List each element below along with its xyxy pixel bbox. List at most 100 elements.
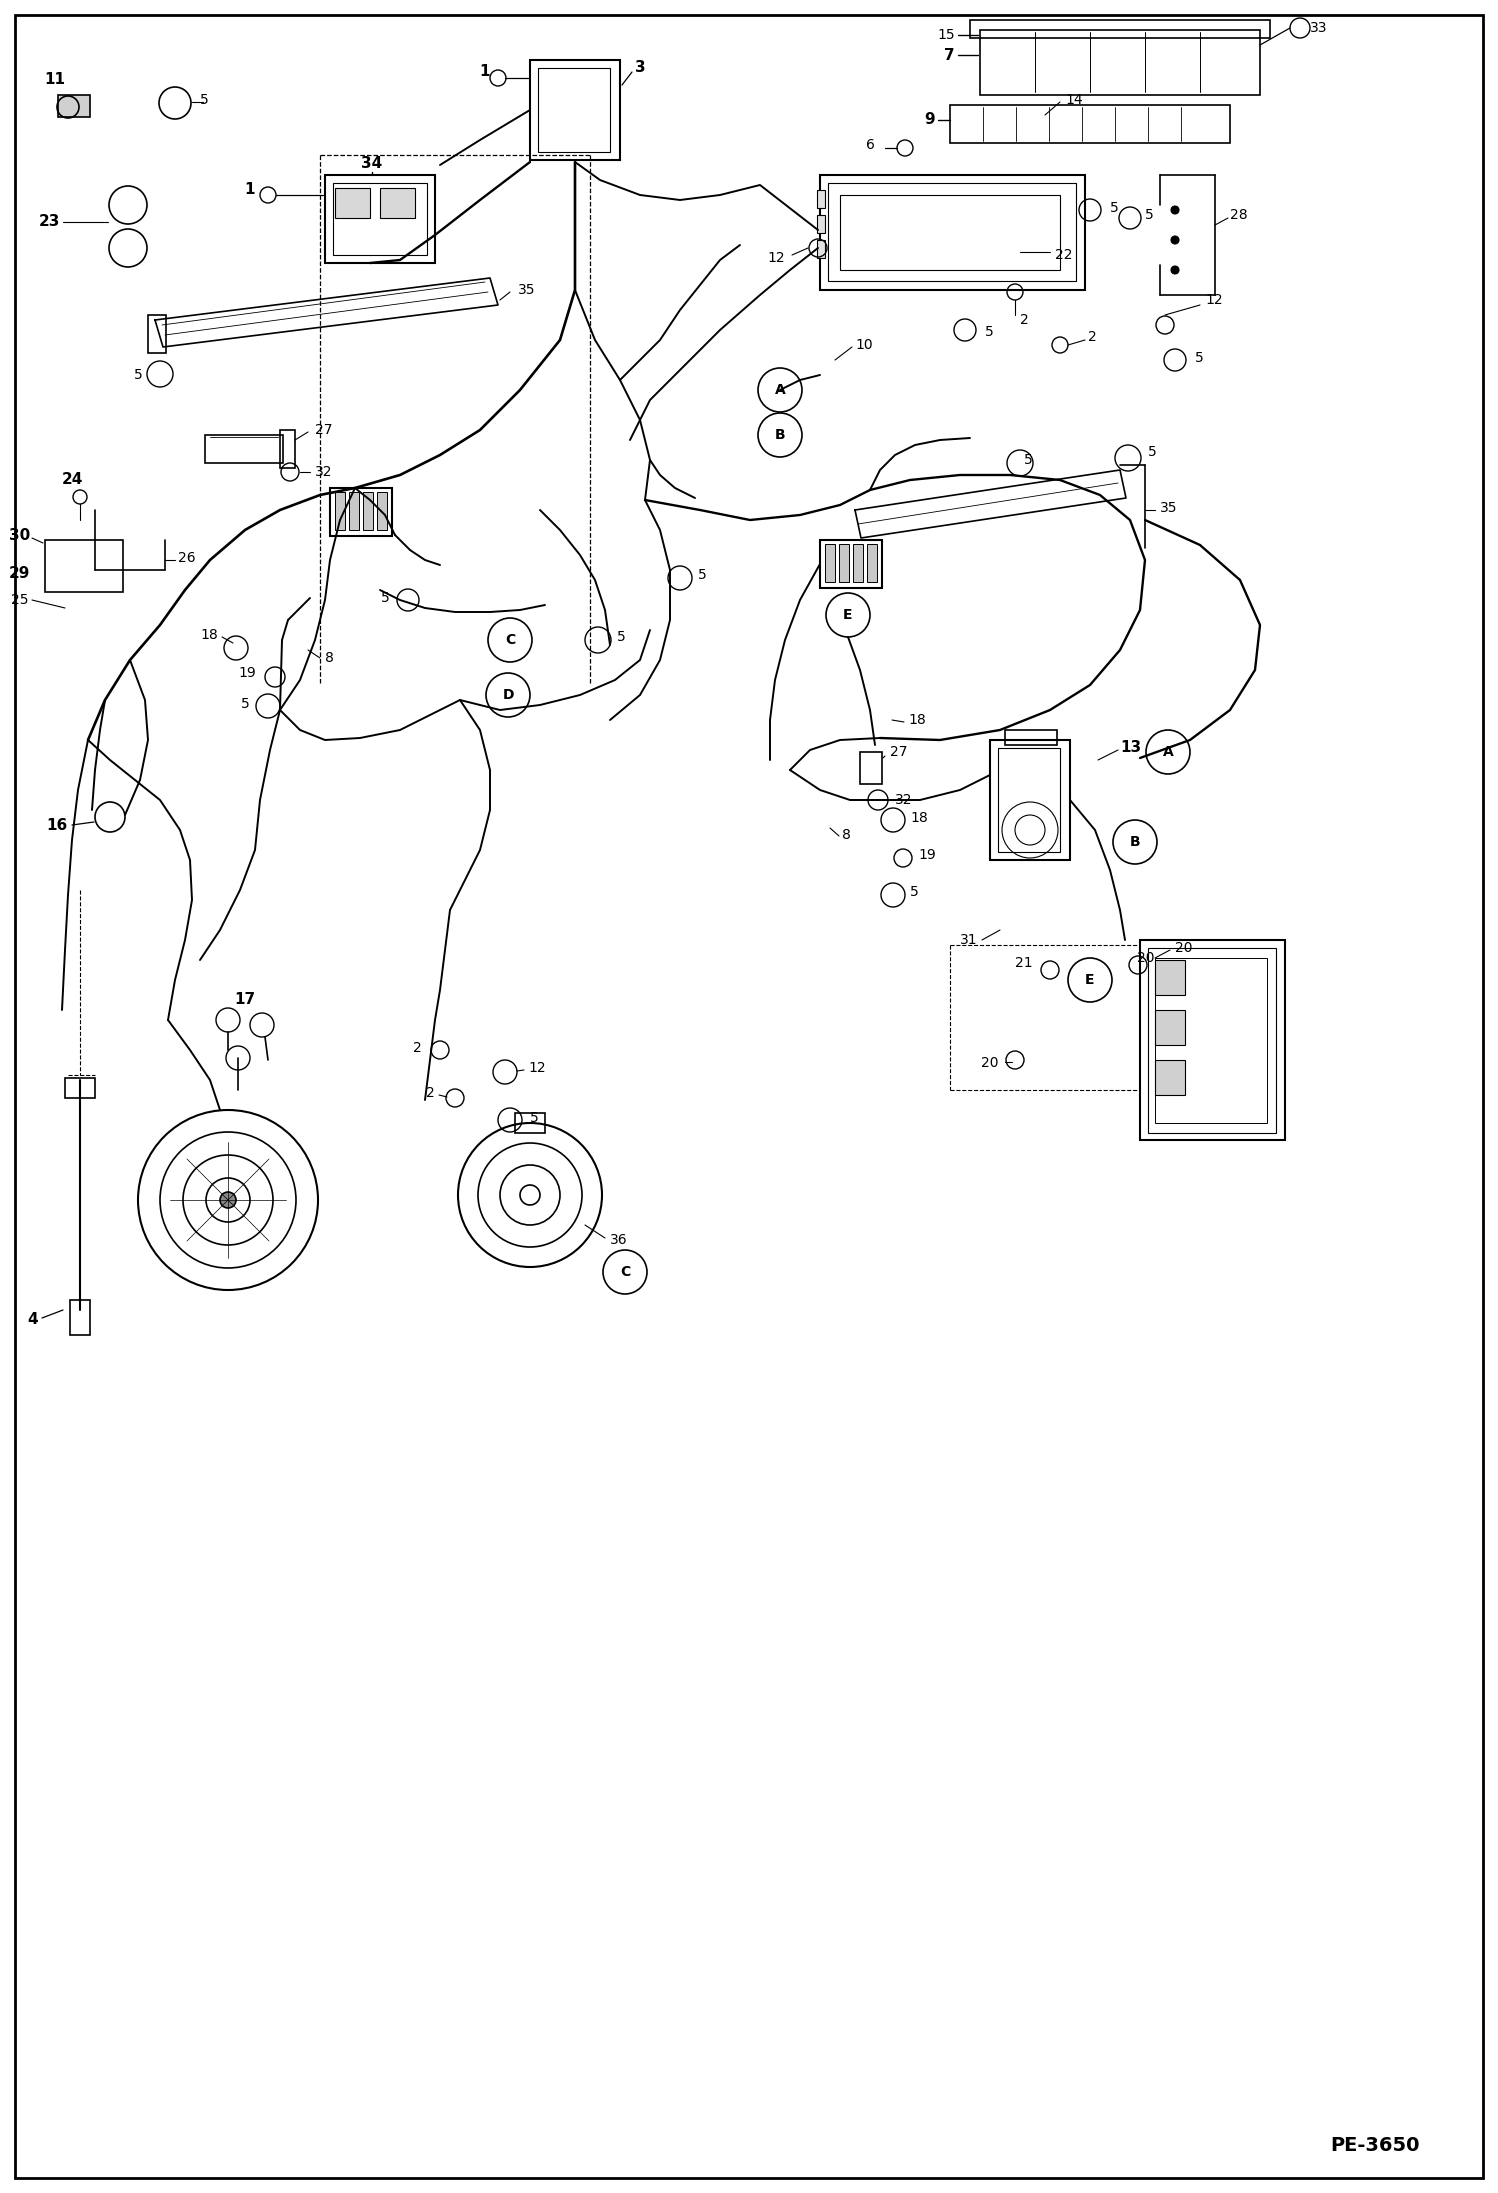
Circle shape [220, 1193, 237, 1208]
Text: A: A [1162, 746, 1173, 759]
Text: 12: 12 [767, 250, 785, 265]
Text: 13: 13 [1121, 741, 1141, 757]
Text: 21: 21 [1016, 956, 1034, 969]
Text: 8: 8 [842, 829, 851, 842]
Bar [336, 491, 345, 531]
Bar [950, 105, 1230, 143]
Circle shape [1171, 206, 1179, 215]
Text: 18: 18 [201, 627, 219, 643]
Text: C: C [505, 634, 515, 647]
Text: 20: 20 [1174, 941, 1192, 954]
Bar [839, 544, 849, 581]
Bar [1140, 941, 1285, 1140]
Bar [816, 239, 825, 259]
Text: 16: 16 [46, 818, 67, 833]
Text: 2: 2 [1088, 329, 1097, 344]
Bar [325, 175, 434, 263]
Text: 5: 5 [530, 1112, 539, 1125]
Bar [45, 539, 123, 592]
Bar [971, 20, 1270, 37]
Text: 14: 14 [1065, 92, 1083, 107]
Text: 1: 1 [479, 64, 490, 79]
Text: 34: 34 [361, 156, 382, 171]
Text: PE-3650: PE-3650 [1330, 2136, 1420, 2156]
Bar [852, 544, 863, 581]
Circle shape [1171, 237, 1179, 243]
Bar [867, 544, 876, 581]
Text: 33: 33 [1309, 22, 1327, 35]
Text: 25: 25 [10, 592, 28, 607]
Text: 35: 35 [1159, 500, 1177, 515]
Text: 32: 32 [315, 465, 333, 478]
Bar [1147, 947, 1276, 1134]
Text: 30: 30 [9, 529, 30, 542]
Text: 4: 4 [27, 1311, 37, 1327]
Text: E: E [843, 607, 852, 623]
Text: C: C [620, 1265, 631, 1279]
Circle shape [1171, 265, 1179, 274]
Text: 5: 5 [1195, 351, 1204, 364]
Text: 32: 32 [894, 794, 912, 807]
Text: 6: 6 [866, 138, 875, 151]
Bar [70, 1300, 90, 1336]
Text: A: A [774, 384, 785, 397]
Text: 19: 19 [238, 667, 256, 680]
Text: 5: 5 [1110, 202, 1119, 215]
Bar [280, 430, 295, 467]
Bar [990, 739, 1070, 860]
Bar [819, 539, 882, 588]
Text: 2: 2 [427, 1086, 434, 1101]
Text: 20: 20 [1137, 952, 1155, 965]
Text: 27: 27 [890, 746, 908, 759]
Text: 5: 5 [382, 590, 389, 605]
Bar [330, 489, 392, 535]
Text: 12: 12 [527, 1061, 545, 1075]
Text: 28: 28 [1230, 208, 1248, 221]
Bar [816, 215, 825, 232]
Bar [380, 189, 415, 217]
Text: 2: 2 [413, 1042, 422, 1055]
Text: 18: 18 [908, 713, 926, 728]
Text: 5: 5 [1025, 454, 1034, 467]
Bar [377, 491, 386, 531]
Bar [1155, 958, 1267, 1123]
Text: 12: 12 [1204, 294, 1222, 307]
Text: 31: 31 [960, 932, 978, 947]
Text: 10: 10 [855, 338, 873, 353]
Text: 35: 35 [518, 283, 535, 296]
Text: 7: 7 [944, 48, 956, 61]
Text: 18: 18 [909, 811, 927, 825]
Text: 19: 19 [918, 849, 936, 862]
Text: 8: 8 [325, 651, 334, 664]
Text: 1: 1 [244, 182, 255, 197]
Text: E: E [1085, 974, 1095, 987]
Bar [816, 191, 825, 208]
Text: D: D [502, 689, 514, 702]
Text: 17: 17 [235, 993, 256, 1007]
Text: 5: 5 [1144, 208, 1153, 221]
Text: 5: 5 [617, 629, 626, 645]
Text: 2: 2 [1020, 314, 1029, 327]
Bar [515, 1114, 545, 1134]
Text: 20: 20 [981, 1057, 998, 1070]
Text: 15: 15 [938, 29, 956, 42]
Bar [336, 189, 370, 217]
Bar [1155, 1011, 1185, 1046]
Text: 29: 29 [9, 566, 30, 581]
Text: 5: 5 [241, 697, 250, 711]
Text: 36: 36 [610, 1232, 628, 1248]
Bar [819, 175, 1085, 289]
Text: 22: 22 [1055, 248, 1073, 261]
Bar [980, 31, 1260, 94]
Text: 5: 5 [986, 325, 993, 340]
Bar [828, 182, 1076, 281]
Bar [825, 544, 834, 581]
Text: B: B [774, 428, 785, 443]
Text: 3: 3 [635, 61, 646, 75]
Bar [1155, 1059, 1185, 1094]
Bar [205, 434, 283, 463]
Bar [860, 752, 882, 785]
Bar [363, 491, 373, 531]
Bar [530, 59, 620, 160]
Text: 5: 5 [909, 886, 918, 899]
